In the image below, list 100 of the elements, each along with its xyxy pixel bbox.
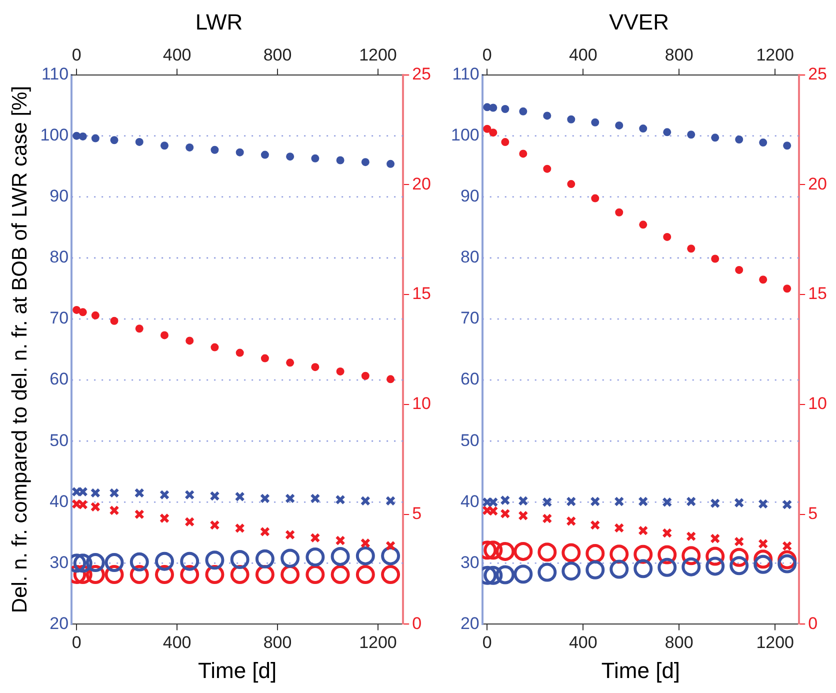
point [90,502,100,512]
point [518,496,528,506]
x-tick-label: 800 [664,633,694,652]
point [184,516,195,527]
point [759,138,768,147]
point [356,565,375,584]
point [538,542,557,562]
point [234,492,245,502]
point [711,254,720,263]
point [210,146,219,154]
point [662,497,672,508]
point [730,556,749,576]
point [135,324,144,333]
point [543,112,552,120]
chart-title: VVER [609,9,669,34]
point [286,358,294,367]
point [109,505,120,516]
point [783,142,792,150]
point [567,180,576,188]
point [310,493,320,504]
point [356,546,375,566]
x2-tick-label: 0 [72,45,82,64]
x2-tick-label: 800 [664,45,694,64]
point [311,154,320,162]
point [687,130,696,139]
point [186,143,194,152]
x-axis-title: Time [d] [198,658,277,683]
point [562,543,581,562]
point [496,542,515,561]
point [90,488,100,498]
point [496,565,515,584]
point [489,104,498,112]
point [236,348,244,357]
point [72,306,81,314]
y-tick-label: 110 [41,64,69,84]
point [734,498,744,508]
x-axis-title: Time [d] [601,658,680,683]
y-tick-label: 100 [40,126,69,145]
point [154,552,174,571]
point [483,124,492,133]
point [682,557,701,576]
y-tick-label: 20 [50,614,69,633]
y-tick-label: 100 [450,126,480,145]
y-tick-label: 40 [50,492,69,511]
point [306,565,325,584]
point [500,508,510,519]
point [260,150,269,159]
point [500,495,510,506]
point [639,124,648,133]
point [210,490,220,502]
point [710,498,720,508]
point [91,311,100,320]
point [260,354,269,362]
point [330,565,350,584]
point [687,244,696,253]
point [135,138,144,146]
y2-tick-label: 10 [412,394,432,414]
point [489,128,498,137]
point [514,542,533,561]
y2-tick-label: 20 [412,174,432,194]
chart-title: LWR [195,9,243,34]
point [543,164,552,173]
point [285,493,296,504]
y-tick-label: 40 [460,492,480,511]
point [386,496,396,506]
point [662,528,672,538]
y2-tick-label: 5 [808,504,818,524]
x-tick-label: 0 [482,633,492,652]
point [386,540,396,551]
point [778,554,797,574]
point [86,553,105,572]
point [686,496,696,507]
point [361,158,370,166]
point [484,540,503,560]
y-tick-label: 110 [452,64,480,84]
x2-tick-label: 1200 [359,45,397,64]
x2-tick-label: 0 [482,45,492,64]
point [567,115,576,124]
point [710,533,720,544]
point [590,520,600,530]
point [519,107,528,116]
point [336,367,344,376]
point [639,220,648,229]
point [386,375,395,384]
point [610,560,629,579]
y-tick-label: 30 [460,552,480,572]
point [783,284,792,293]
point [735,266,744,274]
point [255,549,274,568]
point [336,156,344,164]
point [501,138,510,146]
x-tick-label: 400 [162,633,192,652]
point [286,152,294,161]
point [782,540,792,551]
point [734,536,744,547]
point [110,316,118,325]
x2-tick-label: 400 [568,45,598,64]
x-tick-label: 800 [263,633,292,652]
point [160,331,168,340]
point [311,363,320,372]
